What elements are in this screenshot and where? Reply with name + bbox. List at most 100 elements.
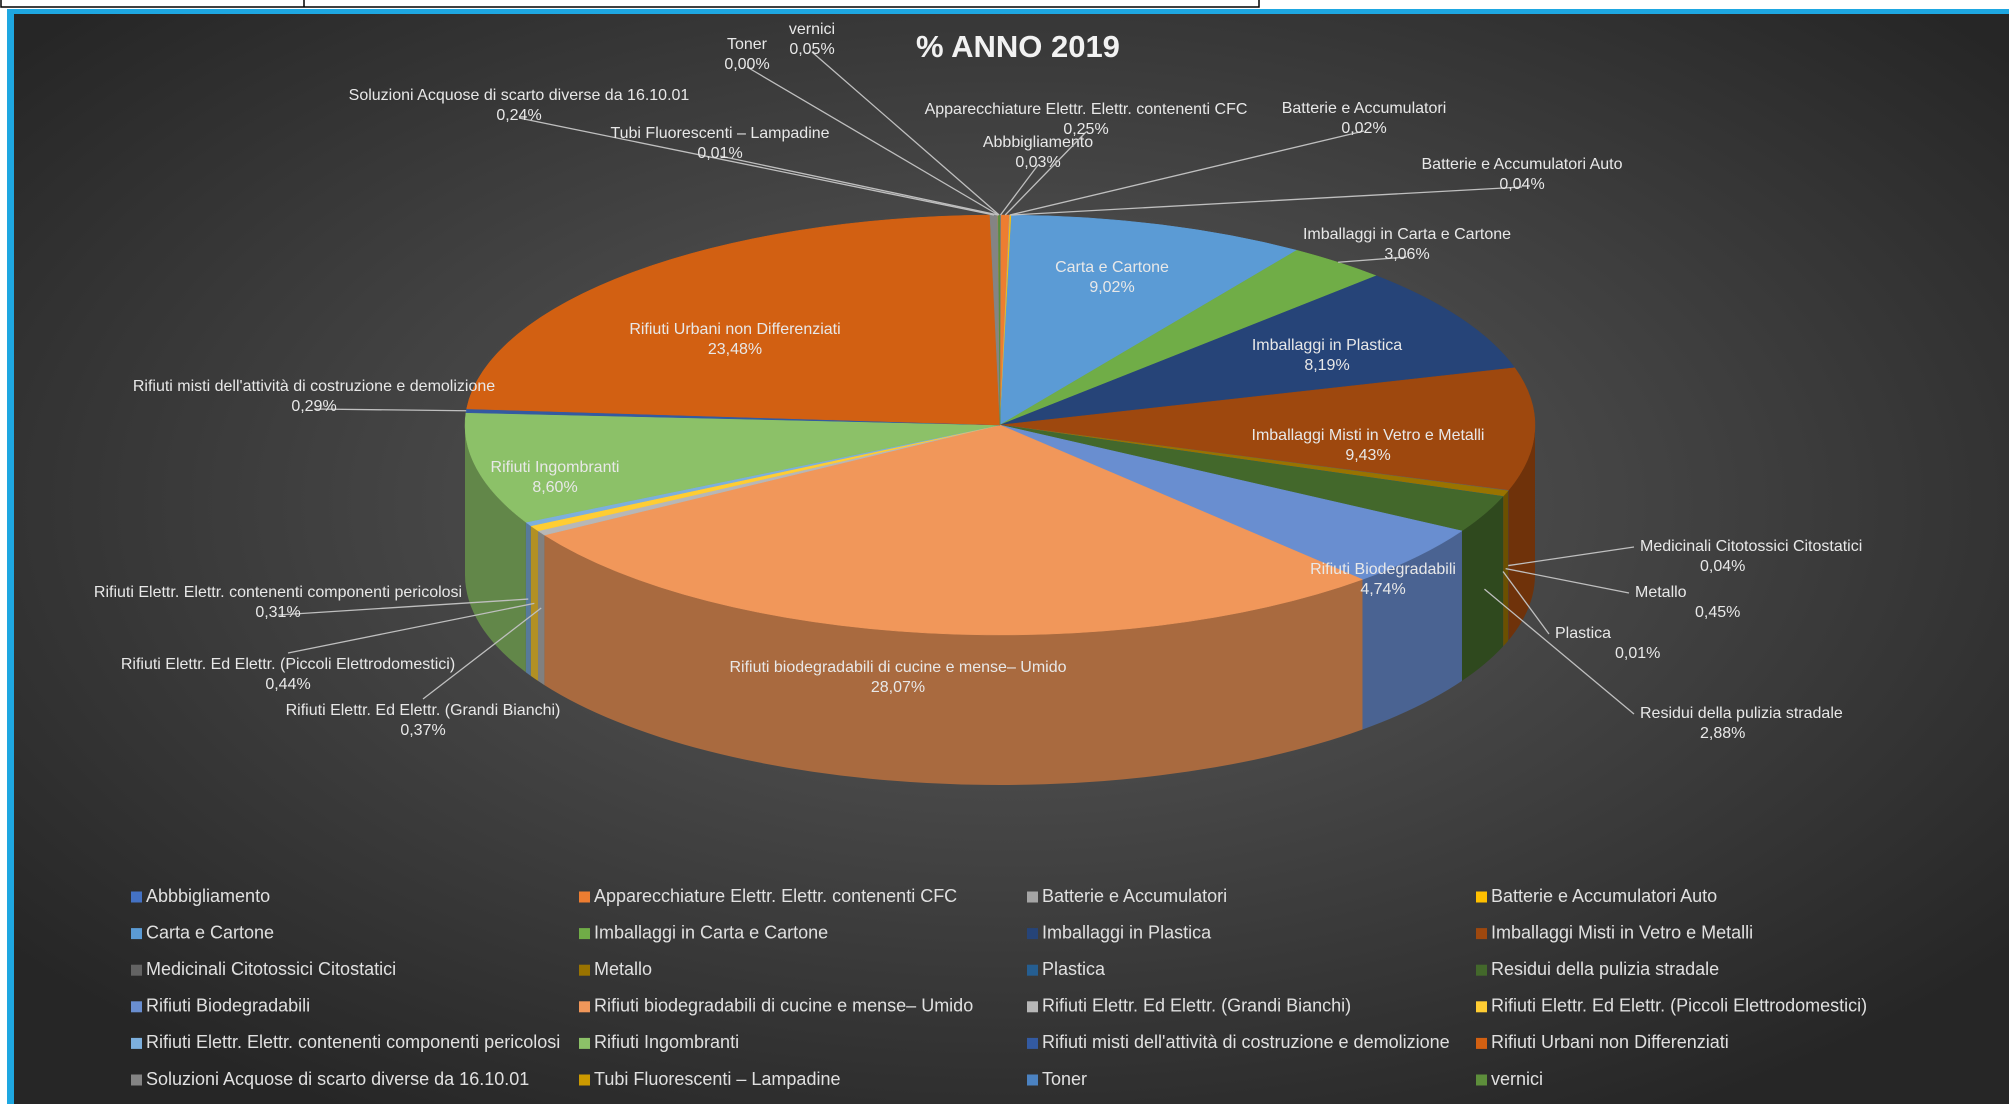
legend-label: Abbbigliamento bbox=[146, 886, 270, 906]
legend-swatch bbox=[579, 1001, 590, 1013]
data-label: 0,31% bbox=[255, 604, 300, 621]
leader-line bbox=[999, 164, 1039, 216]
legend-swatch bbox=[131, 1037, 142, 1049]
legend-label: Rifiuti biodegradabili di cucine e mense… bbox=[594, 996, 973, 1016]
data-label-name: Medicinali Citotossici Citostatici bbox=[1640, 538, 1862, 555]
leader-line bbox=[1484, 588, 1635, 715]
data-label: 4,74% bbox=[1360, 581, 1405, 598]
data-label-name: Soluzioni Acquose di scarto diverse da 1… bbox=[349, 87, 690, 104]
data-label: 8,19% bbox=[1304, 357, 1349, 374]
data-label: 0,45% bbox=[1695, 604, 1740, 621]
data-label-name: Carta e Cartone bbox=[1055, 259, 1169, 276]
legend-label: Apparecchiature Elettr. Elettr. contenen… bbox=[594, 886, 957, 906]
data-label: 0,01% bbox=[697, 145, 742, 162]
slice-side bbox=[465, 425, 526, 673]
slice-side bbox=[525, 522, 531, 676]
data-label-name: Imballaggi in Plastica bbox=[1252, 337, 1402, 354]
leader-line bbox=[811, 51, 1000, 216]
data-label-name: Rifiuti Elettr. Ed Elettr. (Grandi Bianc… bbox=[286, 702, 561, 719]
leader-line bbox=[1004, 131, 1087, 216]
data-label: 0,05% bbox=[789, 41, 834, 58]
legend-swatch bbox=[579, 1074, 590, 1086]
legend-swatch bbox=[1027, 928, 1038, 940]
data-label: 0,00% bbox=[724, 56, 769, 73]
slice bbox=[464, 412, 1001, 523]
legend-swatch bbox=[1476, 964, 1487, 976]
data-label-name: Rifiuti Biodegradabili bbox=[1310, 561, 1456, 578]
leader-line bbox=[746, 66, 999, 216]
legend-swatch bbox=[579, 1037, 590, 1049]
data-label: 9,02% bbox=[1089, 279, 1134, 296]
data-label-name: Batterie e Accumulatori bbox=[1282, 100, 1447, 117]
legend-swatch bbox=[131, 964, 142, 976]
legend-label: Soluzioni Acquose di scarto diverse da 1… bbox=[146, 1069, 529, 1089]
data-label-name: Plastica bbox=[1555, 625, 1611, 642]
slice bbox=[999, 214, 1298, 426]
slice-side bbox=[530, 525, 539, 681]
data-label-name: Batterie e Accumulatori Auto bbox=[1422, 156, 1623, 173]
leader-line bbox=[277, 598, 529, 616]
data-label-name: Rifiuti Elettr. Elettr. contenenti compo… bbox=[94, 584, 462, 601]
data-label: 0,44% bbox=[265, 676, 310, 693]
data-label-name: Toner bbox=[727, 36, 768, 53]
slice bbox=[543, 424, 1364, 636]
data-label-name: Tubi Fluorescenti – Lampadine bbox=[610, 125, 829, 142]
legend-swatch bbox=[131, 928, 142, 940]
slice-side bbox=[1362, 530, 1462, 730]
legend-label: Batterie e Accumulatori Auto bbox=[1491, 886, 1717, 906]
data-label-name: vernici bbox=[789, 21, 835, 38]
data-label: 0,37% bbox=[400, 722, 445, 739]
data-label: 8,60% bbox=[532, 479, 577, 496]
slice-side bbox=[1508, 425, 1535, 641]
legend-swatch bbox=[1476, 1001, 1487, 1013]
leader-line bbox=[1009, 130, 1365, 216]
data-label-name: Imballaggi in Carta e Cartone bbox=[1303, 226, 1511, 243]
slice bbox=[999, 367, 1536, 491]
data-label-name: Abbbigliamento bbox=[983, 134, 1093, 151]
data-label: 0,04% bbox=[1700, 558, 1745, 575]
data-label-name: Rifiuti Elettr. Ed Elettr. (Piccoli Elet… bbox=[121, 656, 455, 673]
legend-label: Metallo bbox=[594, 959, 652, 979]
legend-swatch bbox=[579, 891, 590, 903]
data-label-name: Rifiuti Urbani non Differenziati bbox=[629, 321, 840, 338]
legend-label: Rifiuti Ingombranti bbox=[594, 1032, 739, 1052]
data-label: 0,25% bbox=[1063, 121, 1108, 138]
legend-swatch bbox=[1476, 891, 1487, 903]
legend-label: Rifiuti Elettr. Elettr. contenenti compo… bbox=[146, 1032, 560, 1052]
leader-line bbox=[1338, 256, 1408, 263]
slice bbox=[999, 424, 1463, 580]
table-row bbox=[0, 0, 1260, 8]
leader-line bbox=[719, 155, 999, 216]
data-label: 28,07% bbox=[871, 679, 925, 696]
data-label: 0,29% bbox=[291, 398, 336, 415]
data-label-name: Rifiuti misti dell'attività di costruzio… bbox=[133, 378, 495, 395]
leader-line bbox=[1502, 571, 1550, 635]
leader-line bbox=[313, 408, 467, 412]
leader-line bbox=[518, 117, 995, 216]
slice-side bbox=[544, 535, 1363, 786]
data-label: 3,06% bbox=[1384, 246, 1429, 263]
data-label: 0,02% bbox=[1341, 120, 1386, 137]
slice bbox=[466, 214, 1001, 426]
data-label-name: Residui della pulizia stradale bbox=[1640, 705, 1843, 722]
legend-label: Plastica bbox=[1042, 959, 1106, 979]
leader-line bbox=[1010, 186, 1523, 216]
slice-side bbox=[538, 530, 545, 686]
legend-swatch bbox=[579, 928, 590, 940]
data-label-name: Rifiuti biodegradabili di cucine e mense… bbox=[729, 659, 1066, 676]
legend-label: Toner bbox=[1042, 1069, 1087, 1089]
legend-label: Rifiuti Biodegradabili bbox=[146, 996, 310, 1016]
data-label-name: Imballaggi Misti in Vetro e Metalli bbox=[1252, 427, 1485, 444]
legend-label: Medicinali Citotossici Citostatici bbox=[146, 959, 396, 979]
data-label: 23,48% bbox=[708, 341, 762, 358]
legend-label: Batterie e Accumulatori bbox=[1042, 886, 1227, 906]
legend-label: Imballaggi in Plastica bbox=[1042, 922, 1212, 942]
legend-swatch bbox=[131, 891, 142, 903]
legend-label: Imballaggi in Carta e Cartone bbox=[594, 922, 828, 942]
data-label: 2,88% bbox=[1700, 725, 1745, 742]
legend-swatch bbox=[131, 1001, 142, 1013]
leader-line bbox=[1505, 567, 1630, 594]
legend-label: Tubi Fluorescenti – Lampadine bbox=[594, 1069, 840, 1089]
legend-label: Rifiuti Elettr. Ed Elettr. (Grandi Bianc… bbox=[1042, 996, 1351, 1016]
